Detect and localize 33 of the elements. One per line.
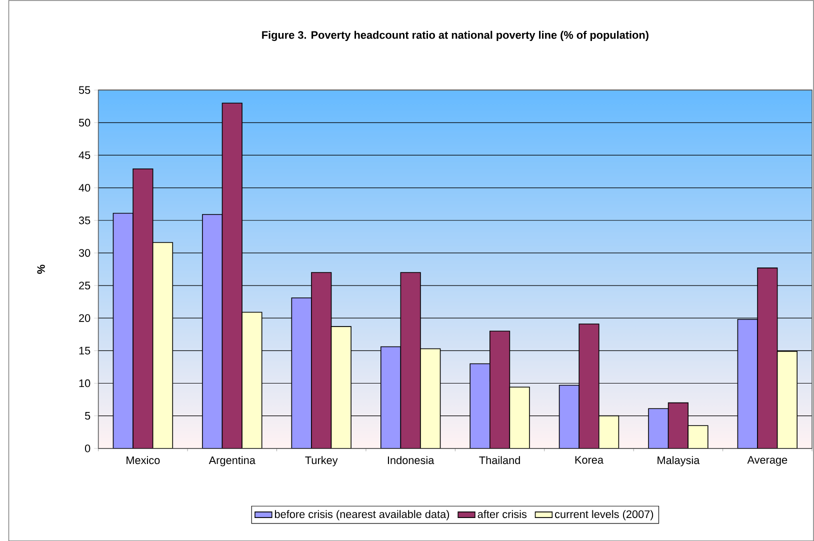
bar xyxy=(420,348,441,448)
x-tick-label: Turkey xyxy=(305,456,338,466)
y-tick-label: 25 xyxy=(79,281,90,290)
bar xyxy=(598,415,620,448)
x-tick-label: Thailand xyxy=(479,456,520,464)
x-tick-label: Mexico xyxy=(126,456,160,464)
y-tick-label: 45 xyxy=(78,151,90,159)
bar xyxy=(242,312,262,448)
y-tick-label: 20 xyxy=(79,314,90,322)
bar xyxy=(330,326,352,448)
legend-label: before crisis (nearest available data) xyxy=(274,510,450,520)
x-tick-label: Argentina xyxy=(208,456,256,466)
x-tick-label: Indonesia xyxy=(388,456,434,464)
y-tick-label: 0 xyxy=(84,444,90,452)
y-axis-title: % xyxy=(37,264,45,274)
legend-label: after crisis xyxy=(478,510,527,518)
x-tick-label: Korea xyxy=(575,456,604,464)
bar xyxy=(509,386,530,448)
y-tick-label: 30 xyxy=(78,248,90,257)
y-tick-label: 35 xyxy=(78,216,90,224)
chart-title: Figure 3. Poverty headcount ratio at national poverty line (% of population) xyxy=(262,30,648,41)
x-tick-label: Average xyxy=(747,456,788,466)
legend-label: current levels (2007) xyxy=(555,510,654,520)
bar xyxy=(776,350,798,448)
y-tick-label: 55 xyxy=(78,86,90,94)
x-tick-label: Malaysia xyxy=(658,456,700,466)
y-tick-label: 50 xyxy=(78,118,90,126)
bar xyxy=(152,242,174,448)
bar xyxy=(688,424,708,448)
y-tick-label: 15 xyxy=(79,346,90,354)
y-tick-label: 40 xyxy=(78,184,90,192)
y-tick-label: 5 xyxy=(84,412,90,420)
y-tick-label: 10 xyxy=(79,379,90,387)
